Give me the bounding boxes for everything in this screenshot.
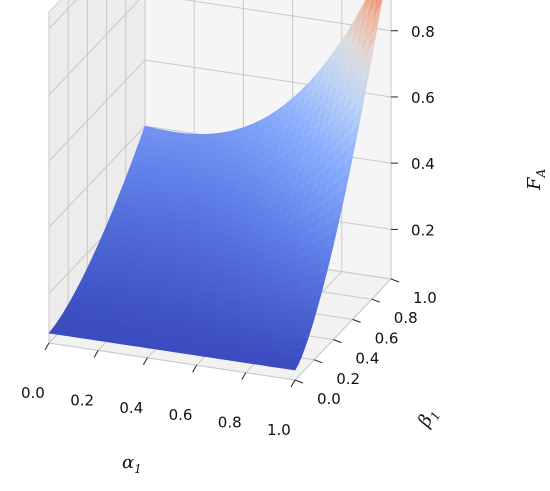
tick-marks [44,30,400,388]
surface-mesh [48,0,383,371]
y-tick-mark [314,359,323,364]
x-tick-mark [192,364,198,373]
x-tick-mark [142,357,148,366]
y-tick-label: 0.6 [375,329,399,347]
y-tick-label: 0.0 [317,390,341,408]
y-tick-mark [390,278,400,283]
x-tick-labels: 0.0 0.2 0.4 0.6 0.8 1.0 [21,384,291,439]
x-tick-label: 0.6 [169,406,193,424]
y-axis-label: β1 [413,405,443,433]
y-tick-mark [352,318,361,323]
y-tick-mark [294,379,304,384]
z-tick-label: 0.8 [411,23,435,41]
y-tick-mark [333,339,342,344]
surface-patch [286,362,299,371]
y-tick-labels: 0.0 0.2 0.4 0.6 0.8 1.0 [317,289,437,408]
z-tick-labels: 0.20.40.60.81.0 [411,23,435,240]
grid-line-z [48,0,392,96]
z-tick-label: 0.2 [411,221,435,239]
z-tick-label: 0.6 [411,89,435,107]
x-tick-label: 1.0 [267,421,291,439]
y-tick-label: 1.0 [413,289,437,307]
x-axis-label: α1 [122,452,142,476]
x-tick-label: 0.2 [70,391,94,409]
x-tick-mark [93,350,99,358]
x-tick-label: 0.8 [218,414,242,432]
z-axis-label: FA [524,169,548,192]
x-tick-mark [44,342,50,351]
y-tick-label: 0.4 [355,350,379,368]
x-tick-label: 0.0 [21,384,45,402]
y-tick-label: 0.8 [394,309,418,327]
x-tick-mark [290,379,296,388]
x-tick-mark [241,372,247,380]
x-tick-label: 0.4 [119,399,143,417]
y-tick-label: 0.2 [336,370,360,388]
y-tick-mark [371,298,380,303]
z-tick-label: 0.4 [411,155,435,173]
